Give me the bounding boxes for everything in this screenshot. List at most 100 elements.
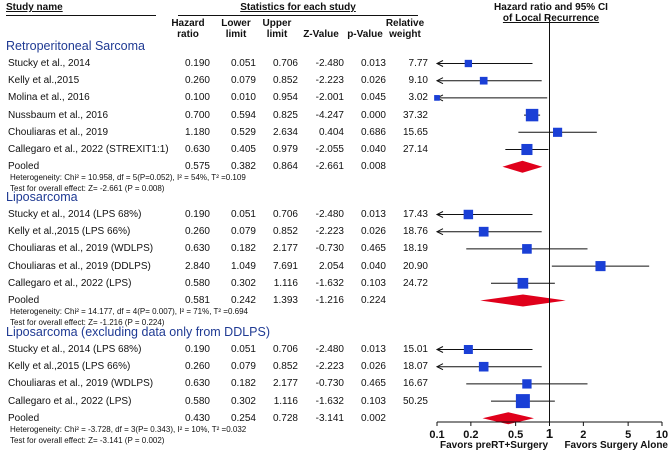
- study-row-hr: 0.190: [184, 209, 210, 220]
- study-row-hr: 0.700: [184, 109, 210, 121]
- lower-limit-header: Lower limit: [221, 18, 251, 40]
- study-row-upper: 0.706: [272, 209, 298, 220]
- study-row-hr: 0.260: [184, 361, 210, 373]
- study-row-lower: 0.182: [230, 243, 256, 255]
- study-row-z: 0.404: [318, 126, 344, 138]
- study-row-p: 0.026: [360, 75, 386, 87]
- study-row: Stucky et al., 2014 (LPS 68%) 0.190 0.051 0…: [0, 341, 430, 358]
- study-row-weight: 18.19: [402, 243, 428, 255]
- study-row: Stucky et al., 2014 (LPS 68%) 0.190 0.051 0…: [0, 206, 430, 223]
- overall-test-note: Test for overall effect: Z= -2.661 (P = …: [10, 184, 165, 194]
- study-row-p: 0.040: [360, 260, 386, 272]
- study-row-upper: 0.852: [272, 361, 298, 373]
- study-row-name: Stucky et al., 2014 (LPS 68%): [8, 344, 142, 355]
- pooled-diamond: [482, 412, 534, 425]
- pooled-row: Pooled 0.575 0.382 0.864 -2.661 0.008: [0, 158, 430, 175]
- pooled-row-lower: 0.382: [230, 161, 256, 173]
- hr-marker: [525, 108, 539, 122]
- hr-marker: [595, 261, 606, 272]
- study-row: Callegaro et al., 2022 (LPS) 0.580 0.302 1.…: [0, 275, 430, 292]
- study-row-hr: 0.190: [184, 58, 210, 69]
- study-row-p: 0.045: [360, 92, 386, 104]
- study-row-hr: 0.630: [184, 144, 210, 155]
- study-row-weight: 17.43: [402, 209, 428, 220]
- stats-header: Statistics for each study: [240, 2, 356, 13]
- x-tick-label: 5: [625, 429, 631, 441]
- study-row-lower: 0.594: [230, 109, 256, 121]
- study-row-weight: 7.77: [408, 58, 428, 69]
- study-row-p: 0.686: [360, 126, 386, 138]
- upper-limit-header: Upper limit: [262, 18, 292, 40]
- hr-marker: [479, 76, 488, 85]
- study-row-weight: 18.76: [402, 226, 428, 238]
- study-row-z: -2.223: [315, 226, 344, 238]
- study-row-z: -1.632: [315, 277, 344, 289]
- pooled-row-z: -2.661: [315, 161, 344, 173]
- study-row-weight: 50.25: [402, 395, 428, 407]
- study-row-p: 0.013: [360, 209, 386, 220]
- study-row-name: Nussbaum et al., 2016: [8, 109, 109, 121]
- pooled-row-hr: 0.575: [184, 161, 210, 173]
- pooled-row-p: 0.002: [360, 412, 386, 424]
- hr-marker: [522, 379, 532, 389]
- study-row-p: 0.465: [360, 243, 386, 255]
- study-row-lower: 1.049: [230, 260, 256, 272]
- ci-arrow: [435, 60, 444, 67]
- hr-marker: [464, 59, 473, 68]
- study-row-hr: 2.840: [184, 260, 210, 272]
- study-row-p: 0.026: [360, 226, 386, 238]
- heterogeneity-note: Heterogeneity: Chi² = -3.728, df = 3(P= …: [10, 425, 247, 434]
- ci-arrow: [435, 363, 444, 371]
- study-row-upper: 0.954: [272, 92, 298, 104]
- study-row-p: 0.000: [360, 109, 386, 121]
- ci-arrow: [435, 346, 444, 353]
- pooled-row-name: Pooled: [8, 412, 40, 424]
- study-row: Stucky et al., 2014 0.190 0.051 0.706 -2.480…: [0, 55, 430, 72]
- pooled-diamond: [480, 294, 566, 307]
- study-row-p: 0.013: [360, 58, 386, 69]
- x-tick-label: 10: [656, 429, 668, 441]
- study-row-name: Stucky et al., 2014: [8, 58, 91, 69]
- heterogeneity-note: Heterogeneity: Chi² = 14.177, df = 4(P= …: [10, 307, 248, 317]
- study-row-hr: 0.100: [184, 92, 210, 104]
- study-row-upper: 1.116: [273, 277, 298, 289]
- hr-marker: [553, 127, 563, 137]
- hr-marker: [478, 226, 489, 237]
- pooled-row-upper: 0.728: [272, 412, 298, 424]
- pooled-row-p: 0.224: [360, 295, 386, 306]
- study-row-lower: 0.051: [230, 344, 256, 355]
- study-row: Molina et al., 2016 0.100 0.010 0.954 -2.001…: [0, 89, 430, 106]
- study-row-upper: 7.691: [272, 260, 298, 272]
- study-row-z: -0.730: [315, 378, 344, 390]
- hr-marker: [463, 344, 473, 355]
- study-row-lower: 0.079: [230, 226, 256, 238]
- study-row-name: Chouliaras et al., 2019 (WDLPS): [8, 243, 154, 255]
- study-row-name: Kelly et al.,2015: [8, 75, 80, 87]
- study-row-lower: 0.079: [230, 361, 256, 373]
- ci-arrow: [435, 77, 444, 85]
- study-row-lower: 0.182: [230, 378, 256, 390]
- study-row: Chouliaras et al., 2019 (WDLPS) 0.630 0.18…: [0, 375, 430, 392]
- study-row-p: 0.103: [360, 395, 386, 407]
- pooled-row-name: Pooled: [8, 295, 40, 306]
- pooled-diamond: [502, 160, 543, 173]
- study-row-lower: 0.529: [230, 126, 256, 138]
- study-row: Chouliaras et al., 2019 1.180 0.529 2.634 0.…: [0, 124, 430, 141]
- section-title: Retroperitoneal Sarcoma: [6, 39, 145, 53]
- hr-marker: [478, 361, 489, 372]
- study-row-upper: 0.852: [272, 226, 298, 238]
- header-divider-study: [6, 15, 156, 16]
- pooled-row-p: 0.008: [360, 161, 386, 173]
- study-row: Kelly et al.,2015 (LPS 66%) 0.260 0.079 0.8…: [0, 358, 430, 375]
- study-row-hr: 0.630: [184, 378, 210, 390]
- x-tick-label: 1: [546, 426, 553, 441]
- study-row-z: 2.054: [318, 260, 344, 272]
- study-row-name: Stucky et al., 2014 (LPS 68%): [8, 209, 142, 220]
- pooled-row-z: -1.216: [315, 295, 344, 306]
- x-tick-label: 0.5: [508, 429, 523, 441]
- favors-left-label: Favors preRT+Surgery: [440, 440, 549, 451]
- study-row-lower: 0.079: [230, 75, 256, 87]
- pooled-row-upper: 0.864: [272, 161, 298, 173]
- study-row-lower: 0.010: [230, 92, 256, 104]
- study-row-z: -2.480: [315, 344, 344, 355]
